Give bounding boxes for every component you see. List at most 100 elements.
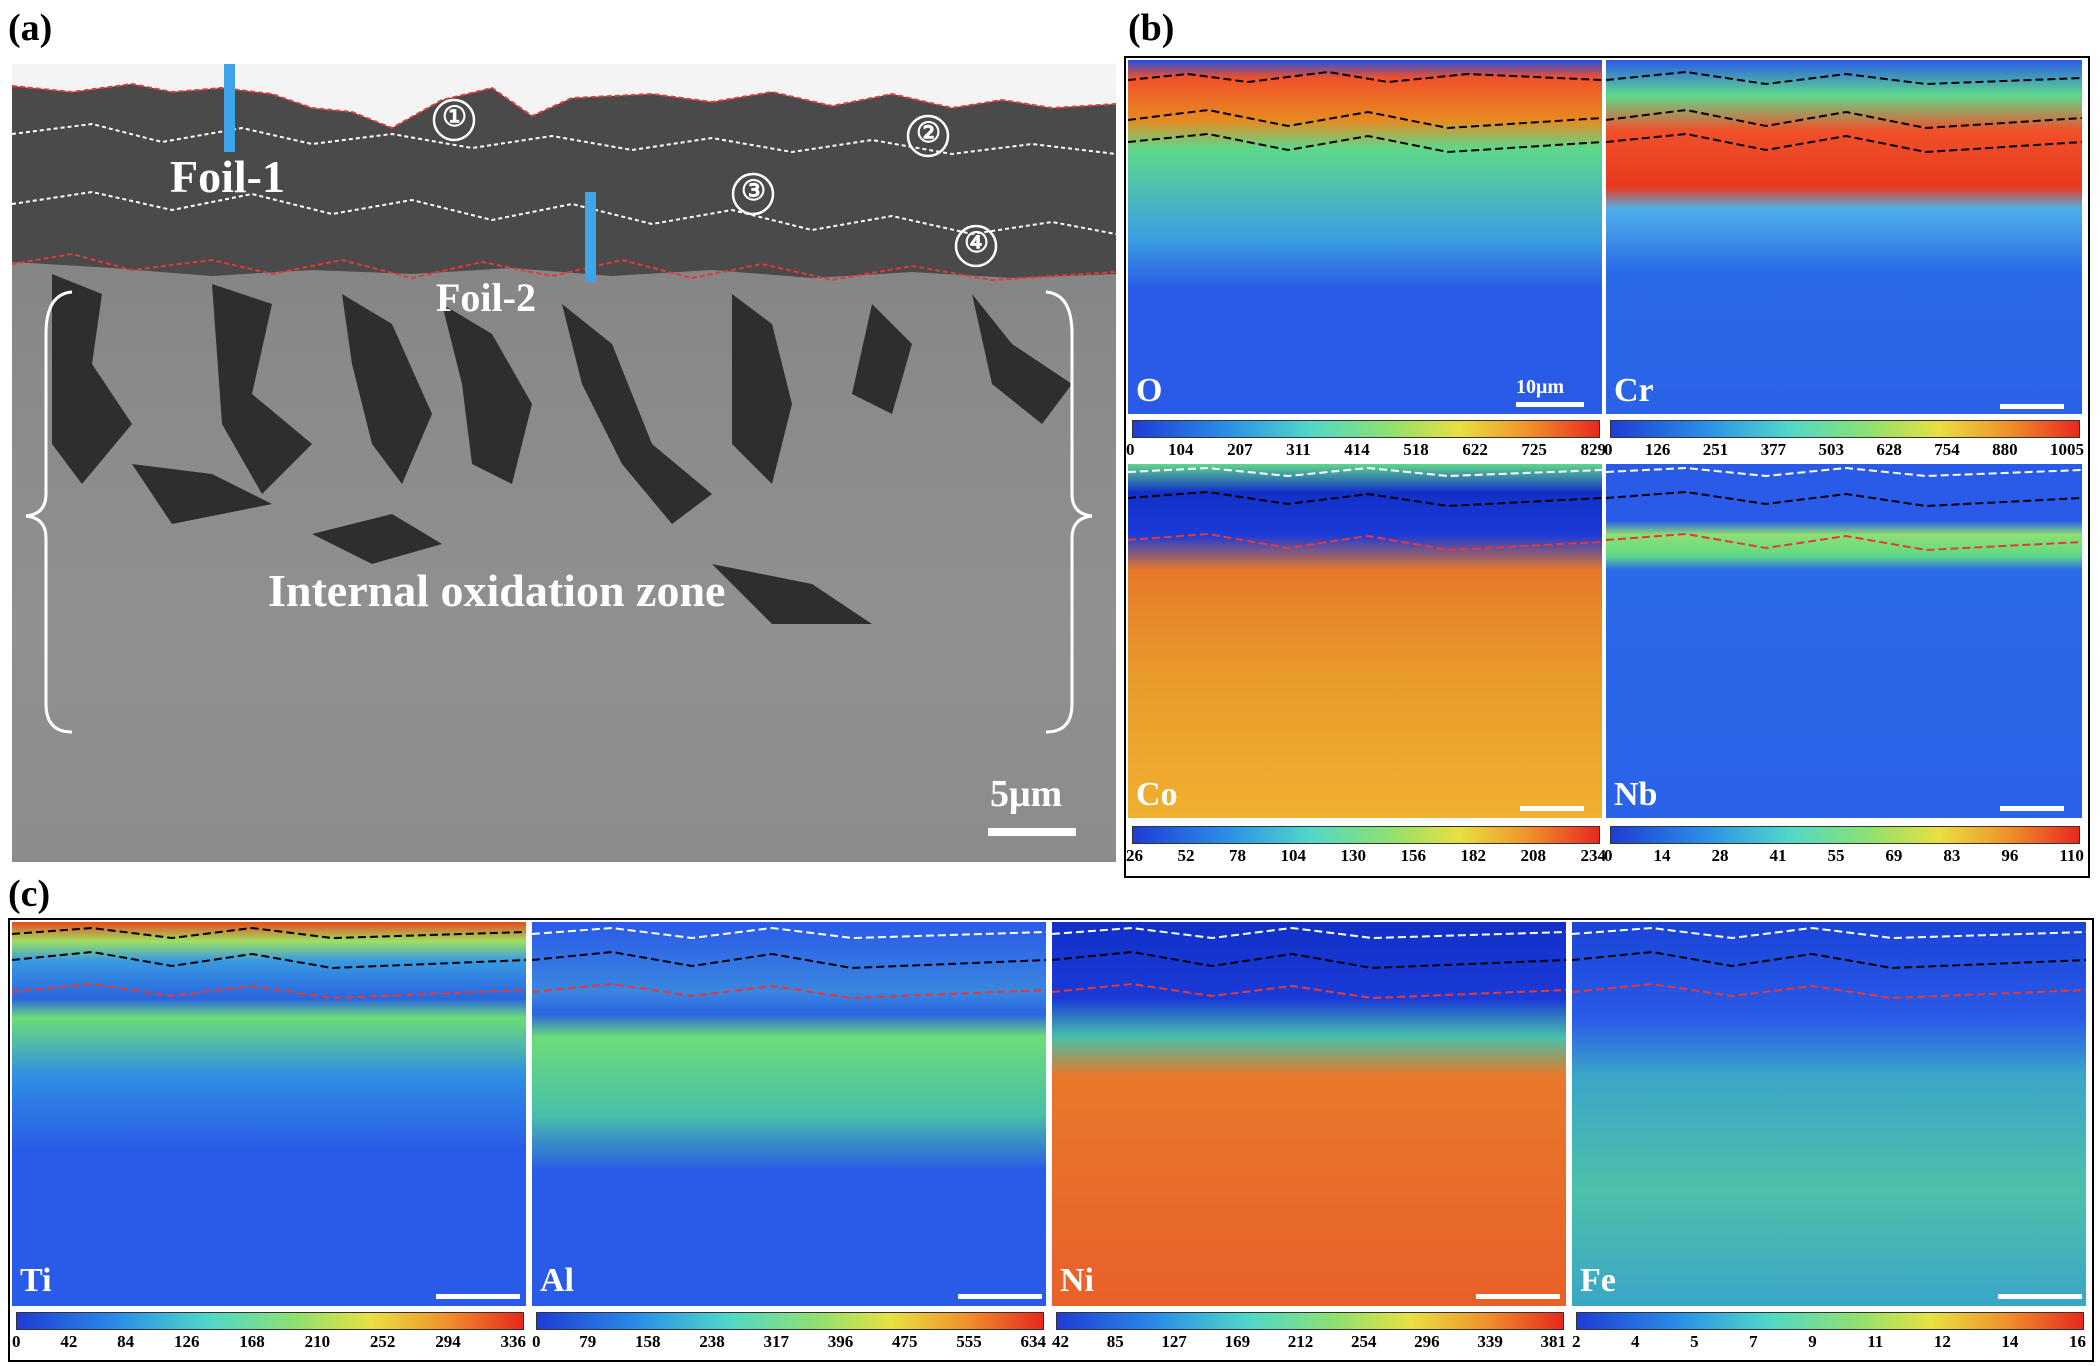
colorbar-tick-label: 182 [1460, 846, 1487, 865]
map-Cr-scale-bar [2000, 404, 2064, 409]
map-Ni [1052, 922, 1566, 1306]
map-Cr-image [1606, 60, 2082, 414]
map-Al-label: Al [540, 1262, 574, 1299]
map-O-scale-bar [1516, 402, 1584, 407]
colorbar-tick-label: 622 [1462, 440, 1488, 459]
colorbar-tick-label: 11 [1867, 1332, 1884, 1351]
colorbar-tick-label: 168 [239, 1332, 265, 1351]
colorbar-tick-label: 104 [1168, 440, 1194, 459]
colorbar-tick-label: 130 [1340, 846, 1367, 865]
colorbar-tick-label: 414 [1344, 440, 1370, 459]
colorbar-tick-label: 158 [635, 1332, 661, 1351]
colorbar-tick-label: 336 [500, 1332, 527, 1351]
map-Nb-label: Nb [1614, 776, 1658, 813]
colorbar-tick-label: 2 [1572, 1332, 1581, 1351]
colorbar-tick-label: 207 [1227, 440, 1253, 459]
map-Nb-scale-bar [2000, 806, 2064, 811]
colorbar-Ni [1056, 1312, 1564, 1330]
colorbar-tick-label: 880 [1992, 440, 2018, 459]
colorbar-tick-label: 41 [1769, 846, 1787, 865]
map-Nb-image [1606, 464, 2082, 818]
foil-2-label: Foil-2 [436, 275, 536, 320]
colorbar-Co-ticks: 26 52 78 104 130 156 182 208 234 [1126, 846, 1606, 866]
colorbar-tick-label: 78 [1229, 846, 1246, 865]
colorbar-tick-label: 254 [1350, 1332, 1377, 1351]
colorbar-tick-label: 0 [1604, 440, 1613, 459]
scale-label-a: 5μm [990, 773, 1063, 815]
colorbar-tick-label: 212 [1287, 1332, 1314, 1351]
colorbar-tick-label: 317 [763, 1332, 790, 1351]
colorbar-tick-label: 79 [579, 1332, 597, 1351]
colorbar-tick-label: 503 [1818, 440, 1845, 459]
layer-2-label: ② [916, 118, 942, 149]
colorbar-tick-label: 5 [1690, 1332, 1699, 1351]
colorbar-Cr [1610, 420, 2080, 438]
colorbar-tick-label: 296 [1414, 1332, 1440, 1351]
colorbar-tick-label: 396 [827, 1332, 854, 1351]
colorbar-Cr-ticks: 0 126 251 377 503 628 754 880 1005 [1604, 440, 2084, 460]
colorbar-tick-label: 0 [12, 1332, 21, 1351]
map-Ti [12, 922, 526, 1306]
colorbar-tick-label: 475 [892, 1332, 918, 1351]
colorbar-tick-label: 26 [1126, 846, 1143, 865]
sem-image [12, 64, 1116, 836]
map-Fe-scale-bar [1998, 1294, 2082, 1299]
layer-4-label: ④ [964, 228, 990, 259]
colorbar-tick-label: 311 [1286, 440, 1311, 459]
map-O-label: O [1136, 372, 1163, 409]
colorbar-tick-label: 84 [117, 1332, 135, 1351]
colorbar-Ti [16, 1312, 524, 1330]
colorbar-tick-label: 252 [369, 1332, 396, 1351]
map-Cr-label: Cr [1614, 372, 1654, 409]
colorbar-tick-label: 28 [1711, 846, 1729, 865]
colorbar-Al-ticks: 0 79 158 238 317 396 475 555 634 [532, 1332, 1046, 1352]
colorbar-Nb [1610, 826, 2080, 844]
colorbar-tick-label: 83 [1943, 846, 1961, 865]
colorbar-tick-label: 555 [956, 1332, 982, 1351]
colorbar-tick-label: 1005 [2050, 440, 2084, 459]
colorbar-tick-label: 339 [1477, 1332, 1503, 1351]
colorbar-tick-label: 0 [532, 1332, 541, 1351]
colorbar-tick-label: 238 [699, 1332, 725, 1351]
colorbar-tick-label: 127 [1161, 1332, 1187, 1351]
map-Al [532, 922, 1046, 1306]
colorbar-tick-label: 9 [1808, 1332, 1817, 1351]
colorbar-tick-label: 14 [2001, 1332, 2019, 1351]
colorbar-tick-label: 7 [1749, 1332, 1758, 1351]
colorbar-tick-label: 12 [1933, 1332, 1951, 1351]
colorbar-tick-label: 634 [1020, 1332, 1047, 1351]
colorbar-tick-label: 725 [1521, 440, 1547, 459]
map-O [1128, 60, 1602, 414]
map-Ni-label: Ni [1060, 1262, 1094, 1299]
colorbar-Ni-ticks: 42 85 127 169 212 254 296 339 381 [1052, 1332, 1566, 1352]
foil-1-label: Foil-1 [170, 151, 285, 202]
map-Fe-image [1572, 922, 2086, 1306]
colorbar-tick-label: 628 [1876, 440, 1902, 459]
map-Al-image [532, 922, 1046, 1306]
colorbar-tick-label: 234 [1580, 846, 1607, 865]
map-Co-image [1128, 464, 1602, 818]
colorbar-tick-label: 0 [1604, 846, 1613, 865]
colorbar-tick-label: 829 [1580, 440, 1606, 459]
sem-micrograph: Foil-1 Foil-2 ① ② ③ ④ Internal oxidation… [12, 64, 1116, 862]
colorbar-tick-label: 55 [1827, 846, 1845, 865]
colorbar-tick-label: 4 [1631, 1332, 1640, 1351]
map-Co-scale-bar [1520, 806, 1584, 811]
colorbar-Fe [1576, 1312, 2084, 1330]
map-Al-scale-bar [958, 1294, 1042, 1299]
colorbar-O-ticks: 0 104 207 311 414 518 622 725 829 [1126, 440, 1606, 460]
colorbar-tick-label: 52 [1177, 846, 1195, 865]
colorbar-tick-label: 210 [304, 1332, 331, 1351]
map-Ni-scale-bar [1476, 1294, 1560, 1299]
colorbar-tick-label: 85 [1106, 1332, 1124, 1351]
colorbar-tick-label: 126 [1644, 440, 1671, 459]
map-Cr [1606, 60, 2082, 414]
colorbar-tick-label: 42 [60, 1332, 78, 1351]
map-Fe [1572, 922, 2086, 1306]
colorbar-Al [536, 1312, 1044, 1330]
colorbar-Nb-ticks: 0 14 28 41 55 69 83 96 110 [1604, 846, 2084, 866]
map-Ti-image [12, 922, 526, 1306]
colorbar-tick-label: 16 [2068, 1332, 2086, 1351]
panel-b-label: (b) [1128, 7, 1175, 49]
map-Fe-label: Fe [1580, 1262, 1616, 1299]
